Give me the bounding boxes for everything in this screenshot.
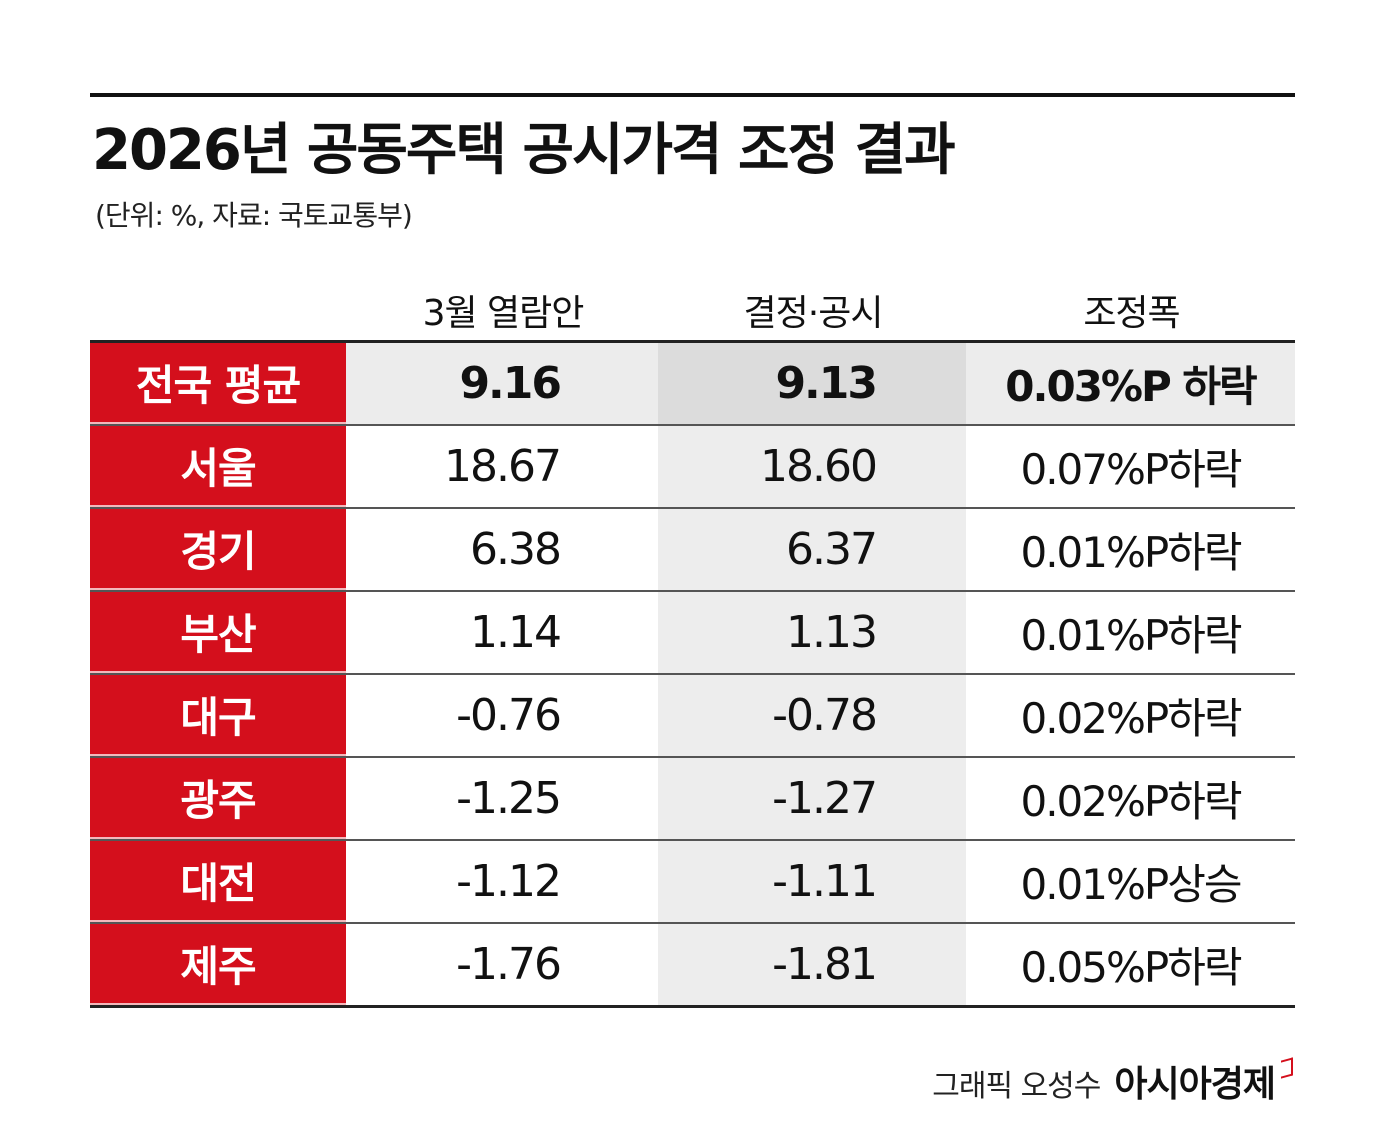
column-header-change: 조정폭	[1083, 293, 1180, 334]
footer-credit: 그래픽 오성수 아시아경제	[932, 1055, 1293, 1107]
table-row: 대전 -1.12 -1.11 0.01%P상승	[90, 841, 1295, 924]
data-table: 3월 열람안 결정·공시 조정폭 전국 평균 9.16 9.13 0.03%P …	[90, 280, 1295, 1008]
final-value: 6.37	[658, 509, 966, 590]
march-draft-value: -1.76	[456, 939, 562, 990]
march-draft-value: -0.76	[456, 690, 562, 741]
change-value: 0.03%P 하락	[966, 343, 1295, 424]
march-draft-value: 18.67	[444, 441, 562, 492]
brand-mark-icon	[1281, 1057, 1293, 1079]
final-value: -1.11	[658, 841, 966, 922]
change-value: 0.02%P하락	[1020, 777, 1242, 826]
change-value: 0.05%P하락	[1020, 943, 1242, 992]
march-draft-value: 1.14	[470, 607, 562, 658]
change-value: 0.01%P상승	[1020, 860, 1242, 909]
top-rule	[90, 93, 1295, 97]
chart-subtitle: (단위: %, 자료: 국토교통부)	[95, 199, 413, 232]
change-value: 0.02%P하락	[1020, 694, 1242, 743]
final-value: -1.27	[658, 758, 966, 839]
march-draft-value: 6.38	[470, 524, 562, 575]
graphic-credit: 그래픽 오성수	[932, 1069, 1101, 1104]
region-label: 경기	[90, 509, 346, 590]
region-label: 제주	[90, 924, 346, 1005]
table-row: 대구 -0.76 -0.78 0.02%P하락	[90, 675, 1295, 758]
change-value: 0.01%P하락	[1020, 528, 1242, 577]
final-value: 18.60	[658, 426, 966, 507]
table-header: 3월 열람안 결정·공시 조정폭	[90, 280, 1295, 340]
table-row: 제주 -1.76 -1.81 0.05%P하락	[90, 924, 1295, 1008]
march-draft-value: -1.12	[456, 856, 562, 907]
region-label: 부산	[90, 592, 346, 673]
region-label: 대구	[90, 675, 346, 756]
header-rule	[90, 340, 1295, 343]
region-label: 대전	[90, 841, 346, 922]
table-row: 경기 6.38 6.37 0.01%P하락	[90, 509, 1295, 592]
march-draft-value: -1.25	[456, 773, 562, 824]
final-value: 9.13	[658, 343, 966, 424]
table-row: 서울 18.67 18.60 0.07%P하락	[90, 426, 1295, 509]
region-label: 광주	[90, 758, 346, 839]
final-value: 1.13	[658, 592, 966, 673]
column-header-final: 결정·공시	[743, 293, 884, 334]
final-value: -0.78	[658, 675, 966, 756]
region-label: 전국 평균	[90, 343, 346, 424]
change-value: 0.07%P하락	[1020, 445, 1242, 494]
column-header-march-draft: 3월 열람안	[422, 293, 585, 334]
region-label: 서울	[90, 426, 346, 507]
table-row: 전국 평균 9.16 9.13 0.03%P 하락	[90, 343, 1295, 426]
final-value: -1.81	[658, 924, 966, 1005]
chart-title: 2026년 공동주택 공시가격 조정 결과	[92, 118, 956, 183]
table-row: 부산 1.14 1.13 0.01%P하락	[90, 592, 1295, 675]
table-row: 광주 -1.25 -1.27 0.02%P하락	[90, 758, 1295, 841]
brand-logo: 아시아경제	[1114, 1064, 1276, 1105]
march-draft-value: 9.16	[346, 343, 658, 424]
change-value: 0.01%P하락	[1020, 611, 1242, 660]
